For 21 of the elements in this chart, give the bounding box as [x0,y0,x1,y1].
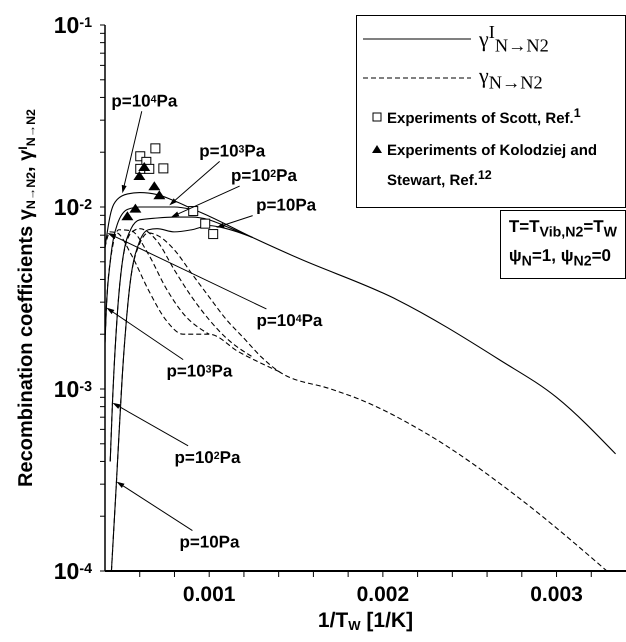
annotation: p=10$^{4}$Pa [111,91,178,110]
annotation: ψ$_{N}$=1, ψ$_{N2}$=0 [508,245,612,272]
y-tick-label: 10$^{-4}$ [54,558,92,584]
x-axis-title: 1/T$_{W}$ [1/K] [318,609,414,634]
annotation: p=10$^{3}$Pa [199,141,266,160]
annotation: p=10$^{2}$Pa [174,448,241,467]
x-tick-label: 0.001 [182,583,236,606]
y-tick-label: 10$^{-3}$ [54,376,92,402]
annotation: p=10$^{3}$Pa [166,362,233,381]
x-tick-label: 0.003 [530,583,583,606]
annotation: p=10$^{4}$Pa [256,310,323,330]
y-tick-label: 10$^{-2}$ [54,194,92,220]
annotation: p=10$^{2}$Pa [231,166,298,186]
legend-label: γ$_{N→N2}$ [479,62,543,94]
annotation: p=10Pa [179,532,240,552]
legend-label: Experiments of Scott, Ref.$^{1}$ [387,105,581,130]
y-tick-label: 10$^{-1}$ [54,12,92,38]
annotation: T=T$_{Vib,N2}$=T$_{W}$ [508,216,617,242]
x-tick-label: 0.002 [356,583,410,606]
annotation: p=10Pa [256,196,317,215]
legend-label: Experiments of Kolodziej and Stewart, Ref.$^{12}$ [387,141,598,192]
